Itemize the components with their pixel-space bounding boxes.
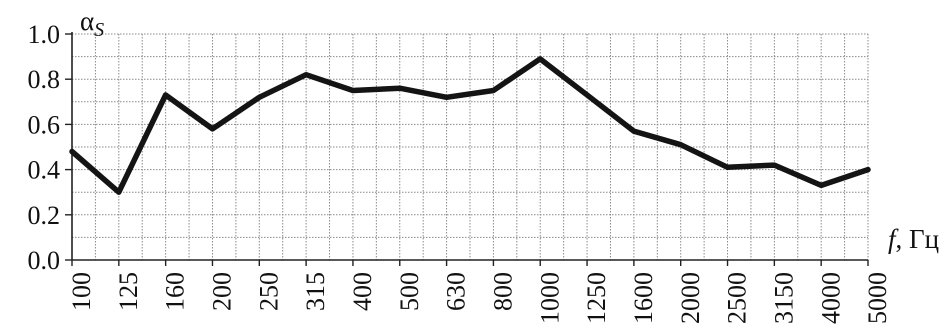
x-tick-label: 250 bbox=[254, 272, 283, 311]
x-tick-label: 400 bbox=[348, 272, 377, 311]
grid bbox=[72, 33, 869, 260]
x-tick-label: 160 bbox=[161, 272, 190, 311]
x-axis-title: f, Гц bbox=[888, 224, 939, 254]
y-axis-title: αS bbox=[80, 6, 104, 41]
x-tick-label: 100 bbox=[67, 272, 96, 311]
y-tick-label: 0.8 bbox=[28, 65, 61, 94]
x-tick-label: 4000 bbox=[816, 272, 845, 324]
x-ticks: 100 125 160 200 250 315 400 500 630 800 1000 1250 16… bbox=[67, 260, 892, 324]
x-tick-label: 1000 bbox=[535, 272, 564, 324]
x-tick-label: 125 bbox=[114, 272, 143, 311]
y-axis-title-sub: S bbox=[94, 19, 104, 41]
y-tick-label: 0.6 bbox=[28, 110, 61, 139]
y-tick-label: 0.2 bbox=[28, 201, 61, 230]
y-tick-label: 1.0 bbox=[28, 20, 61, 49]
x-axis-title-unit: , Гц bbox=[896, 224, 940, 254]
x-tick-label: 2000 bbox=[676, 272, 705, 324]
series bbox=[69, 56, 871, 195]
y-ticks: 0.0 0.2 0.4 0.6 0.8 1.0 bbox=[28, 20, 72, 275]
x-tick-label: 1600 bbox=[629, 272, 658, 324]
x-tick-label: 5000 bbox=[863, 272, 892, 324]
series-line bbox=[69, 56, 871, 195]
x-tick-label: 2500 bbox=[723, 272, 752, 324]
x-tick-label: 1250 bbox=[582, 272, 611, 324]
x-tick-label: 500 bbox=[395, 272, 424, 311]
x-tick-label: 3150 bbox=[769, 272, 798, 324]
x-tick-label: 315 bbox=[301, 272, 330, 311]
x-tick-label: 800 bbox=[489, 272, 518, 311]
x-tick-label: 200 bbox=[208, 272, 237, 311]
y-axis-title-main: α bbox=[80, 6, 94, 36]
y-tick-label: 0.0 bbox=[28, 246, 61, 275]
axes bbox=[71, 32, 868, 261]
x-axis-title-var: f bbox=[888, 224, 899, 254]
x-tick-label: 630 bbox=[442, 272, 471, 311]
y-tick-label: 0.4 bbox=[28, 156, 61, 185]
